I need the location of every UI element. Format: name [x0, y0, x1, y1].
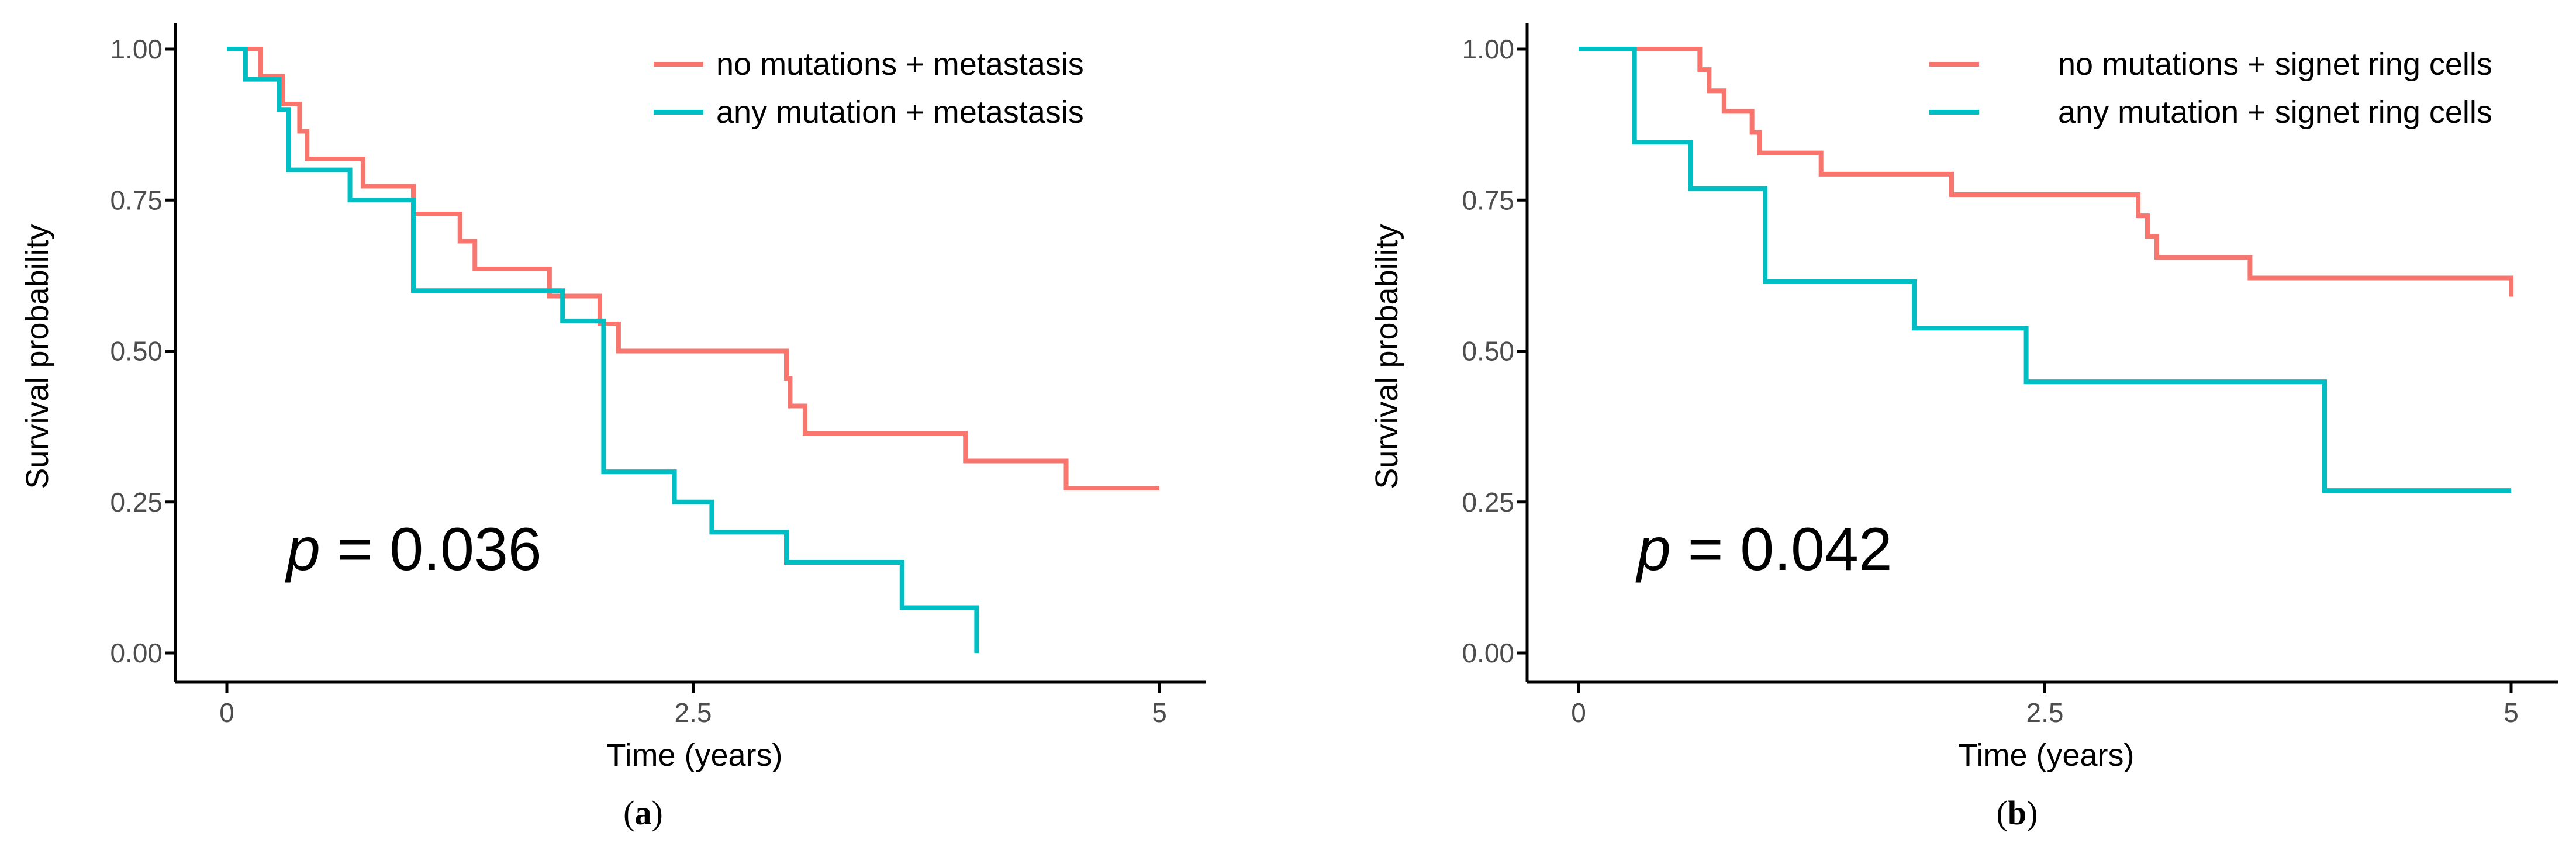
- panel-a-series-1-line: [227, 47, 979, 653]
- panel-b-ytick-label: 0.50: [1462, 336, 1514, 367]
- panel-a-caption-letter: a: [635, 794, 652, 832]
- panel-b-p-symbol: p: [1635, 516, 1671, 583]
- panel-a-ylabel: Survival probability: [20, 224, 55, 489]
- panel-a-legend-label-1: any mutation + metastasis: [716, 95, 1084, 130]
- panel-a-p-value: p = 0.036: [285, 516, 542, 583]
- panel-a-legend-label-0: no mutations + metastasis: [716, 47, 1084, 82]
- panel-a-p-text: = 0.036: [320, 516, 542, 583]
- panel-a-xtick-label: 0: [219, 697, 234, 728]
- panel-b-ytick-label: 0.00: [1462, 638, 1514, 668]
- panel-a-series-0-line: [227, 47, 1159, 490]
- panel-b-legend-label-1: any mutation + signet ring cells: [2058, 95, 2492, 130]
- panel-b-caption-letter: b: [2008, 794, 2026, 832]
- panel-a-caption: (a): [623, 794, 663, 832]
- panel-a: 0.00 0.25 0.50 0.75 1.00 0 2.5 5 Survival proba…: [20, 23, 1206, 832]
- panel-b: 0.00 0.25 0.50 0.75 1.00 0 2.5 5 Survival proba…: [1369, 23, 2558, 832]
- panel-b-plot-area: 0.00 0.25 0.50 0.75 1.00 0 2.5 5: [1462, 23, 2558, 728]
- panel-b-ytick-label: 1.00: [1462, 34, 1514, 64]
- panel-a-xlabel: Time (years): [606, 738, 782, 773]
- panel-b-ylabel: Survival probability: [1369, 224, 1404, 489]
- panel-a-ytick-label: 0.00: [110, 638, 163, 668]
- panel-b-caption: (b): [1997, 794, 2038, 832]
- panel-a-plot-area: 0.00 0.25 0.50 0.75 1.00 0 2.5 5: [110, 23, 1206, 728]
- panel-a-xtick-label: 2.5: [675, 697, 712, 728]
- panel-a-ytick-label: 0.50: [110, 336, 163, 367]
- panel-b-xlabel: Time (years): [1958, 738, 2134, 773]
- panel-b-ytick-label: 0.25: [1462, 487, 1514, 517]
- panel-b-legend-label-0: no mutations + signet ring cells: [2058, 47, 2492, 82]
- panel-a-xtick-label: 5: [1152, 697, 1167, 728]
- panel-b-xtick-label: 5: [2504, 697, 2519, 728]
- panel-a-ytick-label: 0.25: [110, 487, 163, 517]
- panel-b-xtick-label: 0: [1571, 697, 1586, 728]
- panel-a-ytick-label: 0.75: [110, 185, 163, 215]
- panel-a-ytick-label: 1.00: [110, 34, 163, 64]
- panel-b-series-1-line: [1579, 47, 2511, 493]
- panel-b-series-0-line: [1579, 47, 2513, 297]
- panel-b-xtick-label: 2.5: [2026, 697, 2064, 728]
- panel-b-ytick-label: 0.75: [1462, 185, 1514, 215]
- panel-b-p-value: p = 0.042: [1635, 516, 1893, 583]
- panel-b-p-text: = 0.042: [1671, 516, 1893, 583]
- panel-a-p-symbol: p: [285, 516, 320, 583]
